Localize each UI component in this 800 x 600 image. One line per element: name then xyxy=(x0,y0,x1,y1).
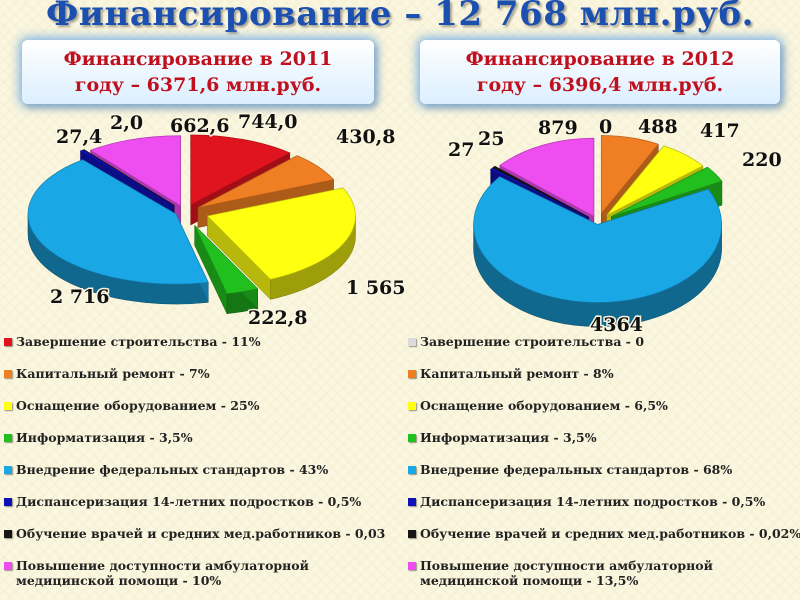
pie-slice-0-1 xyxy=(197,155,335,208)
data-label-0-0: 744,0 xyxy=(238,111,298,133)
legend-label: Капитальный ремонт - 7% xyxy=(16,366,210,381)
pie-slice-1-3 xyxy=(611,166,723,217)
data-label-0-3: 222,8 xyxy=(248,307,308,329)
legend-item: Диспансеризация 14-летних подростков - 0… xyxy=(4,494,396,526)
data-label-1-5: 27 xyxy=(448,139,474,161)
data-label-1-1: 488 xyxy=(638,116,678,138)
pie-slice-0-0 xyxy=(190,134,291,206)
legend-label: Обучение врачей и средних мед.работников… xyxy=(420,526,800,541)
data-label-0-5: 27,4 xyxy=(56,126,102,148)
legend-swatch xyxy=(4,562,12,570)
data-label-0-4: 2 716 xyxy=(50,286,110,308)
legend-swatch xyxy=(4,338,12,346)
legend-item: Информатизация - 3,5% xyxy=(4,430,396,462)
pie-slice-1-1 xyxy=(600,135,659,215)
page-title: Финансирование – 12 768 млн.руб. xyxy=(46,0,754,34)
data-label-1-3: 220 xyxy=(742,149,782,171)
legend-swatch xyxy=(408,434,416,442)
legend-label: Информатизация - 3,5% xyxy=(420,430,597,445)
legend-item: Повышение доступности амбулаторной медиц… xyxy=(408,558,800,590)
legend-swatch xyxy=(408,498,416,506)
chart-title-2012-line2: году – 6396,4 млн.руб. xyxy=(476,74,724,96)
legend-label: Внедрение федеральных стандартов - 68% xyxy=(420,462,733,477)
legend-label: Завершение строительства - 0 xyxy=(420,334,645,349)
legend-item: Повышение доступности амбулаторной медиц… xyxy=(4,558,396,590)
pie-slice-1-6 xyxy=(492,165,589,218)
legend-item: Информатизация - 3,5% xyxy=(408,430,800,462)
pie-slice-0-2 xyxy=(206,187,356,280)
legend-item: Диспансеризация 14-летних подростков - 0… xyxy=(408,494,800,526)
legend-swatch xyxy=(4,402,12,410)
legend-label: Диспансеризация 14-летних подростков - 0… xyxy=(420,494,766,509)
legend-item: Капитальный ремонт - 7% xyxy=(4,366,396,398)
legend-swatch xyxy=(408,530,416,538)
legend-label: Оснащение оборудованием - 6,5% xyxy=(420,398,668,413)
legend-label: Капитальный ремонт - 8% xyxy=(420,366,614,381)
data-label-0-1: 430,8 xyxy=(336,126,396,148)
legend-label: Повышение доступности амбулаторной медиц… xyxy=(16,558,309,588)
legend-label: Диспансеризация 14-летних подростков - 0… xyxy=(16,494,362,509)
pie-charts: 744,0 430,8 1 565 222,8 2 716 27,4 2,0 662,6 0 48… xyxy=(27,110,783,338)
legend-swatch xyxy=(408,370,416,378)
legend-item: Обучение врачей и средних мед.работников… xyxy=(408,526,800,558)
pie-slice-1-7 xyxy=(499,137,595,217)
legend-swatch xyxy=(408,402,416,410)
legend-swatch xyxy=(4,498,12,506)
legend-swatch xyxy=(4,370,12,378)
legend-2012: Завершение строительства - 0 Капитальный … xyxy=(408,334,800,590)
pie-chart-1 xyxy=(473,135,723,327)
pie-slice-1-4 xyxy=(473,176,722,303)
pie-slice-0-7 xyxy=(89,135,181,207)
legend-swatch xyxy=(408,466,416,474)
legend-swatch xyxy=(4,530,12,538)
data-label-0-2: 1 565 xyxy=(346,277,406,299)
legend-swatch xyxy=(4,466,12,474)
data-label-1-6: 25 xyxy=(478,128,504,150)
chart-title-2011-line1: Финансирование в 2011 xyxy=(63,48,333,70)
legend-item: Капитальный ремонт - 8% xyxy=(408,366,800,398)
data-label-1-0: 0 xyxy=(599,116,612,138)
legend-item: Завершение строительства - 11% xyxy=(4,334,396,366)
pie-slice-0-3 xyxy=(194,225,259,295)
chart-title-2011: Финансирование в 2011 году – 6371,6 млн.… xyxy=(22,40,374,104)
legend-item: Завершение строительства - 0 xyxy=(408,334,800,366)
legend-swatch xyxy=(408,562,416,570)
legend-item: Оснащение оборудованием - 25% xyxy=(4,398,396,430)
legend-item: Оснащение оборудованием - 6,5% xyxy=(408,398,800,430)
legend-swatch xyxy=(4,434,12,442)
legend-label: Повышение доступности амбулаторной медиц… xyxy=(420,558,713,588)
pie-slice-1-2 xyxy=(606,145,704,216)
legend-label: Завершение строительства - 11% xyxy=(16,334,261,349)
legend-label: Информатизация - 3,5% xyxy=(16,430,193,445)
legend-2011: Завершение строительства - 11% Капитальны… xyxy=(4,334,396,590)
chart-title-2012-line1: Финансирование в 2012 xyxy=(465,48,735,70)
data-label-1-2: 417 xyxy=(700,120,740,142)
legend-label: Обучение врачей и средних мед.работников… xyxy=(16,526,386,541)
data-label-1-4: 4364 xyxy=(590,314,643,336)
legend-label: Внедрение федеральных стандартов - 43% xyxy=(16,462,329,477)
legend-item: Внедрение федеральных стандартов - 68% xyxy=(408,462,800,494)
chart-title-2011-line2: году – 6371,6 млн.руб. xyxy=(74,74,322,96)
legend-swatch xyxy=(408,338,416,346)
data-label-0-7: 662,6 xyxy=(170,115,230,137)
pie-slice-0-4 xyxy=(27,159,209,285)
pie-slice-0-6 xyxy=(83,149,175,206)
pie-chart-0 xyxy=(27,134,356,315)
chart-title-2012: Финансирование в 2012 году – 6396,4 млн.… xyxy=(420,40,780,104)
data-label-1-7: 879 xyxy=(538,117,578,139)
legend-item: Обучение врачей и средних мед.работников… xyxy=(4,526,396,558)
legend-item: Внедрение федеральных стандартов - 43% xyxy=(4,462,396,494)
legend-label: Оснащение оборудованием - 25% xyxy=(16,398,260,413)
data-label-0-6: 2,0 xyxy=(110,112,143,134)
